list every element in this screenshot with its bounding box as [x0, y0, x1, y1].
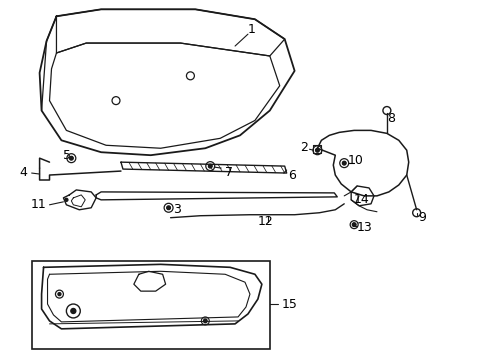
Circle shape: [65, 198, 68, 201]
Circle shape: [208, 164, 212, 168]
Circle shape: [315, 149, 318, 152]
Circle shape: [58, 293, 61, 296]
Circle shape: [69, 156, 73, 160]
Text: 5: 5: [63, 149, 71, 162]
Circle shape: [167, 206, 170, 209]
Text: 13: 13: [356, 221, 372, 234]
Text: 11: 11: [31, 198, 46, 211]
Text: 15: 15: [281, 297, 297, 311]
Circle shape: [71, 309, 76, 314]
Text: 1: 1: [247, 23, 255, 36]
Text: 12: 12: [257, 215, 273, 228]
Circle shape: [352, 223, 355, 226]
Text: 3: 3: [173, 203, 181, 216]
Circle shape: [203, 319, 206, 323]
Circle shape: [352, 223, 355, 226]
Text: 7: 7: [224, 166, 233, 179]
Circle shape: [166, 206, 170, 210]
Circle shape: [342, 162, 345, 165]
Text: 10: 10: [346, 154, 362, 167]
Text: 2: 2: [299, 141, 307, 154]
Circle shape: [342, 161, 346, 165]
Text: 9: 9: [418, 211, 426, 224]
Text: 14: 14: [353, 193, 369, 206]
Circle shape: [315, 148, 319, 152]
Text: 8: 8: [386, 112, 394, 125]
Circle shape: [208, 165, 211, 168]
Circle shape: [70, 157, 73, 159]
Bar: [32, 261, 269, 349]
Text: 6: 6: [287, 168, 295, 181]
Text: 4: 4: [20, 166, 27, 179]
